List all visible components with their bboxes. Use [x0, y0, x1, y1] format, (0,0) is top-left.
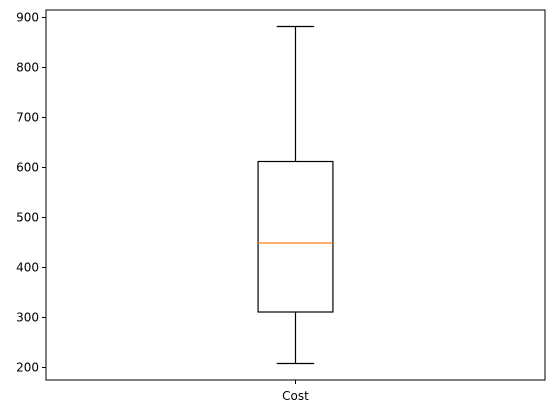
y-axis: 200 300 400 500 600 700 800 900	[16, 11, 46, 375]
box-group	[257, 25, 334, 365]
y-tick-label: 600	[16, 161, 39, 175]
y-tick-label: 900	[16, 11, 39, 25]
y-tick-label: 700	[16, 111, 39, 125]
interquartile-box	[257, 160, 334, 313]
y-tick-label: 500	[16, 211, 39, 225]
y-tick-label: 200	[16, 361, 39, 375]
axes-frame	[45, 9, 546, 381]
y-tick-label: 300	[16, 311, 39, 325]
x-tick-label: Cost	[282, 389, 309, 403]
x-axis: Cost	[282, 380, 309, 403]
plot-area	[257, 25, 334, 365]
y-tick-label: 400	[16, 261, 39, 275]
y-tick-label: 800	[16, 61, 39, 75]
